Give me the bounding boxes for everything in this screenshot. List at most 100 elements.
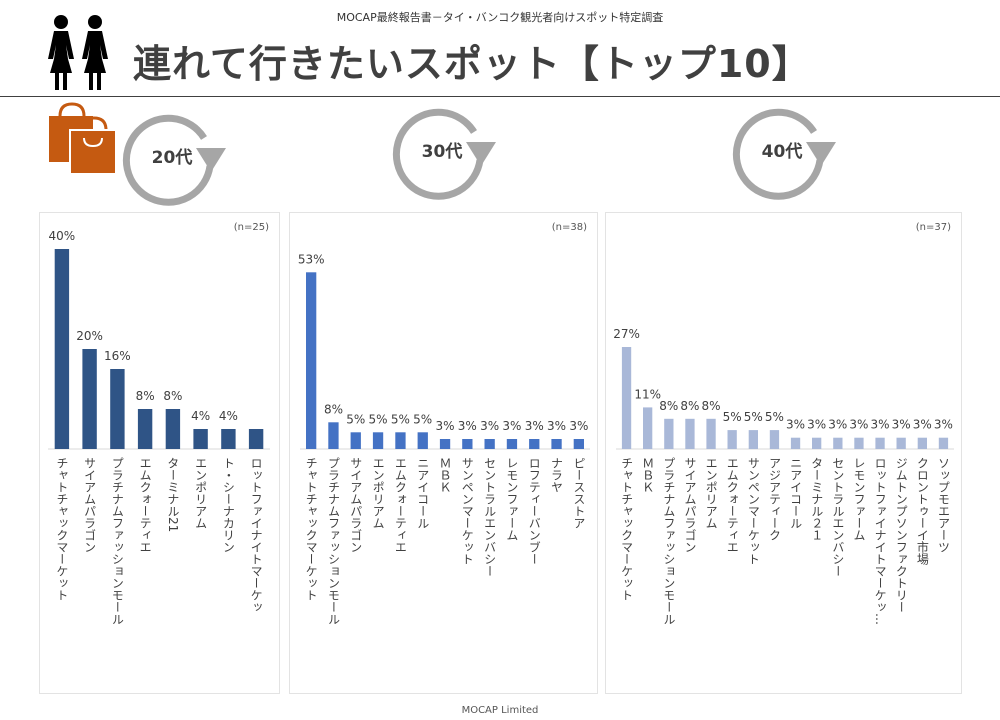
bar (727, 430, 737, 449)
category-label: サイアムパラゴン (83, 457, 97, 553)
category-label: ＭＢＫ (641, 457, 655, 493)
bar (350, 432, 361, 449)
category-label: エムクォーティエ (725, 457, 739, 553)
age-label: 30代 (421, 142, 463, 162)
bar-value-label: 27% (613, 327, 640, 341)
category-label: ト・シーナカリン (221, 457, 235, 553)
bar (54, 249, 70, 449)
bar-value-label: 3% (913, 418, 932, 432)
category-label: プラチナムファッションモール (110, 457, 124, 625)
category-label: サンペンマーケット (460, 457, 474, 565)
bar-value-label: 11% (634, 387, 661, 401)
bar (685, 418, 695, 449)
bar-chart: (n=37) 27% チャトチャックマーケット 11% ＭＢＫ 8% プラチナムファッション… (613, 222, 954, 625)
bar-value-label: 8% (163, 389, 182, 403)
category-label: レモンファーム (505, 457, 519, 541)
bar-value-label: 16% (104, 349, 131, 363)
bar-value-label: 5% (346, 412, 365, 426)
category-label: ニアイコール (789, 457, 803, 529)
bar-value-label: 40% (49, 229, 76, 243)
bar (854, 437, 864, 449)
category-label: チャトチャックマーケット (620, 457, 634, 601)
report-subtitle: MOCAP最終報告書－タイ・バンコク観光者向けスポット特定調査 (336, 11, 664, 24)
bar (328, 422, 339, 449)
couple-icon (48, 15, 108, 90)
bar-chart: (n=25) 40% チャトチャックマーケット 20% サイアムパラゴン 16% プラチナム… (48, 222, 270, 625)
bar-value-label: 3% (934, 418, 953, 432)
age-badge-30: 30代 (392, 104, 502, 208)
bar-value-label: 53% (298, 252, 325, 266)
bar (306, 272, 317, 449)
age-label: 20代 (151, 148, 193, 168)
bar (833, 437, 843, 449)
bar-value-label: 3% (807, 418, 826, 432)
bar-value-label: 5% (765, 410, 784, 424)
bar (372, 432, 384, 449)
category-label: ロットファイナイトマーケッ… (873, 457, 887, 625)
bar (221, 429, 236, 449)
category-label: チャトチャックマーケット (304, 457, 318, 601)
category-label: サイアムパラゴン (349, 457, 363, 553)
bar (748, 430, 758, 449)
category-label: サンペンマーケット (746, 457, 760, 565)
bar (896, 437, 906, 449)
bar-value-label: 5% (413, 412, 432, 426)
shopping-bags-icon (49, 102, 117, 175)
bar (769, 430, 780, 449)
category-label: プラチナムファッションモール (326, 457, 340, 625)
category-label: エンポリアム (371, 457, 385, 529)
bar-value-label: 5% (723, 410, 742, 424)
bar (643, 407, 653, 449)
bar-value-label: 5% (391, 412, 410, 426)
bar (439, 439, 451, 449)
category-label: ロフティーバンブー (527, 457, 541, 565)
bar-value-label: 5% (369, 412, 388, 426)
category-label: セントラルエンバシー (483, 457, 497, 577)
bar-value-label: 3% (525, 419, 544, 433)
category-label: ピースストア (572, 457, 586, 529)
sample-size-label: (n=25) (234, 222, 269, 233)
bar-value-label: 3% (828, 418, 847, 432)
bar (621, 347, 632, 449)
category-label: セントラルエンバシー (831, 457, 845, 577)
chart-panel-40s: (n=37) 27% チャトチャックマーケット 11% ＭＢＫ 8% プラチナムファッション… (605, 212, 962, 694)
category-label: エムクォーティエ (138, 457, 152, 553)
sample-size-label: (n=38) (552, 222, 587, 233)
bar-value-label: 3% (480, 419, 499, 433)
chart-panel-20s: (n=25) 40% チャトチャックマーケット 20% サイアムパラゴン 16% プラチナム… (39, 212, 280, 694)
bar-value-label: 8% (324, 402, 343, 416)
bar (506, 439, 518, 449)
bar-value-label: 3% (871, 418, 890, 432)
bar-value-label: 5% (744, 410, 763, 424)
bar-value-label: 3% (547, 419, 566, 433)
circular-arrow-icon (732, 108, 836, 200)
bar-value-label: 8% (659, 399, 678, 413)
bar-value-label: 8% (136, 389, 155, 403)
category-label: ロットファイナイトマーケッ (249, 457, 263, 613)
bar (137, 409, 153, 449)
chart-panel-30s: (n=38) 53% チャトチャックマーケット 8% プラチナムファッションモール 5% サ… (289, 212, 598, 694)
bar (82, 349, 97, 449)
bar (462, 439, 473, 449)
category-label: ターミナル２１ (810, 457, 824, 541)
category-label: ナラヤ (550, 457, 564, 493)
category-label: クロントゥーイ市場 (915, 457, 929, 566)
bar (110, 369, 125, 449)
bar-value-label: 3% (435, 419, 454, 433)
bar-chart: (n=38) 53% チャトチャックマーケット 8% プラチナムファッションモール 5% サ… (298, 222, 590, 625)
sample-size-label: (n=37) (916, 222, 951, 233)
bar (790, 437, 801, 449)
category-label: エンポリアム (704, 457, 718, 529)
bar-value-label: 8% (702, 399, 721, 413)
category-label: レモンファーム (852, 457, 866, 541)
bar-value-label: 20% (76, 329, 103, 343)
age-label: 40代 (761, 142, 803, 162)
category-label: チャトチャックマーケット (55, 457, 69, 601)
category-label: エンポリアム (194, 457, 208, 529)
title-divider (0, 96, 1000, 97)
bar (706, 418, 716, 449)
bar-value-label: 3% (892, 418, 911, 432)
bar (573, 439, 584, 449)
bar-value-label: 8% (680, 399, 699, 413)
bar (248, 429, 264, 449)
